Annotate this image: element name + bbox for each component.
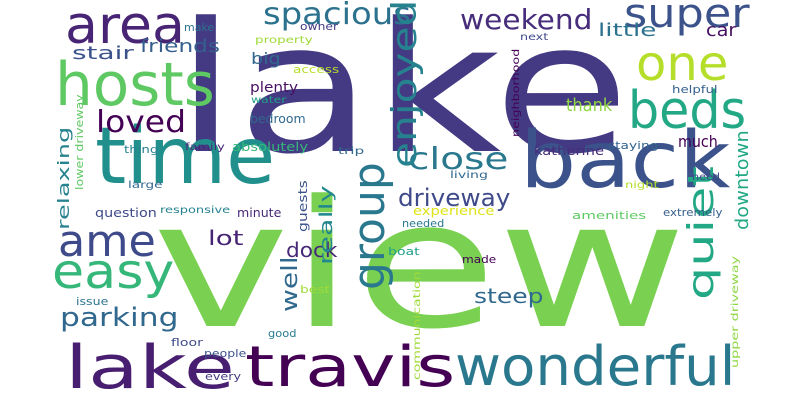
- word-parking: parking: [60, 303, 179, 333]
- word-needed: needed: [402, 217, 445, 230]
- word-super: super: [624, 0, 750, 37]
- word-little: little: [598, 20, 657, 41]
- word-big: big: [251, 49, 281, 68]
- word-neighborhood: neighborhood: [511, 48, 522, 137]
- word-next: next: [520, 32, 549, 43]
- word-extremely: extremely: [663, 206, 723, 219]
- word-helpful: helpful: [672, 83, 718, 96]
- word-view: view: [152, 163, 688, 368]
- word-living: living: [450, 170, 488, 181]
- word-guests: guests: [296, 180, 310, 232]
- word-staying: staying: [608, 139, 659, 152]
- word-lake-small: lake: [65, 333, 235, 400]
- word-thank: thank: [566, 95, 613, 116]
- word-travis: travis: [245, 335, 456, 400]
- word-minute: minute: [237, 206, 282, 220]
- word-water: water: [251, 95, 287, 106]
- word-lake-large: lake: [175, 0, 630, 194]
- word-family: family: [185, 142, 225, 153]
- word-easy: easy: [52, 244, 175, 300]
- word-beds: beds: [628, 81, 747, 141]
- word-well: well: [278, 256, 303, 312]
- word-trip: trip: [338, 146, 365, 157]
- word-quiet: quiet: [681, 166, 722, 300]
- word-dock: dock: [286, 238, 338, 262]
- word-hosts: hosts: [55, 50, 215, 120]
- word-lower-driveway: lower driveway: [73, 94, 86, 190]
- word-weekend: weekend: [460, 3, 593, 36]
- word-floor: floor: [171, 336, 203, 349]
- word-lot: lot: [208, 226, 244, 250]
- word-area: area: [65, 0, 185, 56]
- word-responsive: responsive: [160, 205, 231, 216]
- word-upper-driveway: upper driveway: [730, 255, 741, 368]
- word-issue: issue: [76, 295, 109, 308]
- word-experience: experience: [413, 204, 495, 218]
- word-people: people: [204, 347, 247, 360]
- word-amenities: amenities: [572, 209, 647, 222]
- word-make: make: [184, 21, 215, 34]
- word-thing: thing: [124, 143, 159, 156]
- word-communication: communication: [412, 271, 423, 380]
- word-wonderful: wonderful: [455, 335, 736, 398]
- word-friends: friends: [140, 36, 221, 57]
- word-really: really: [316, 185, 337, 265]
- word-access: access: [293, 63, 340, 76]
- word-large: large: [128, 180, 163, 191]
- word-every: every: [205, 370, 242, 383]
- word-downtown: downtown: [732, 130, 753, 230]
- word-one: one: [636, 36, 729, 92]
- word-night: night: [625, 180, 659, 191]
- word-relaxing: relaxing: [54, 126, 73, 230]
- word-ame: ame: [58, 216, 156, 267]
- word-much: much: [678, 132, 718, 151]
- word-best: best: [300, 283, 330, 296]
- word-back: back: [520, 116, 731, 206]
- word-boat: boat: [388, 245, 420, 258]
- word-steep: steep: [474, 284, 544, 308]
- word-group: group: [344, 162, 395, 290]
- word-enjoyed: enjoyed: [385, 0, 425, 168]
- word-katherine: katherine: [534, 144, 605, 158]
- word-driveway: driveway: [398, 184, 511, 212]
- word-stair: stair: [72, 43, 134, 64]
- word-made: made: [462, 253, 497, 266]
- word-absolutely: absolutely: [232, 140, 309, 154]
- word-question: question: [95, 206, 157, 220]
- word-spacious: spacious: [263, 0, 411, 32]
- word-need: need: [692, 172, 720, 183]
- word-time: time: [95, 112, 276, 202]
- word-property: property: [255, 35, 313, 46]
- word-close: close: [408, 142, 509, 177]
- word-plenty: plenty: [250, 80, 299, 96]
- word-car: car: [706, 20, 737, 41]
- word-owner: owner: [300, 20, 339, 33]
- word-loved: loved: [96, 105, 186, 140]
- word-bedroom: bedroom: [250, 112, 306, 126]
- word-good: good: [268, 327, 297, 340]
